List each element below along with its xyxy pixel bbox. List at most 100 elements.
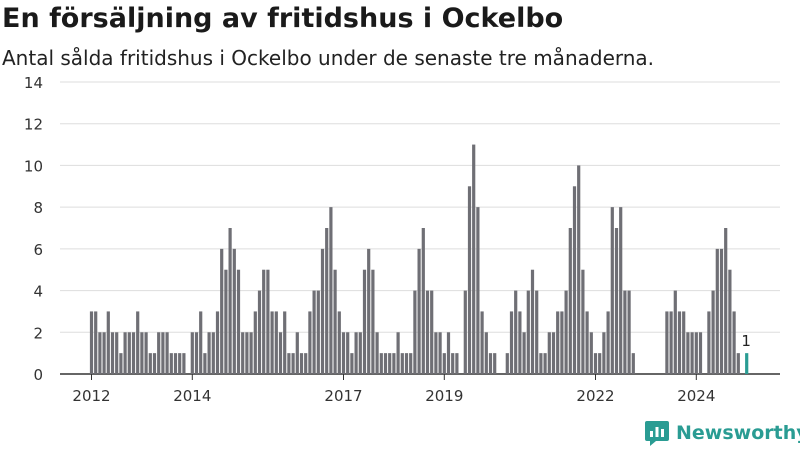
- bar: [539, 353, 543, 374]
- bar: [215, 311, 220, 374]
- bar: [136, 311, 140, 374]
- bar: [455, 353, 459, 374]
- bar: [551, 332, 556, 374]
- bar: [711, 290, 715, 374]
- bar: [669, 311, 673, 374]
- label-layer: 0 2 4 6 8 10 12 14 1 2012 2014 2017 2019 2022 2024: [24, 74, 751, 405]
- bar: [367, 248, 371, 374]
- bar: [362, 269, 367, 374]
- bar-layer: [89, 144, 749, 374]
- x-tick-label: 2014: [173, 387, 211, 405]
- bar: [610, 207, 614, 374]
- bar: [203, 353, 207, 374]
- bar: [476, 207, 480, 374]
- bar: [98, 332, 102, 374]
- bar: [736, 353, 740, 374]
- x-tick-label: 2022: [576, 387, 614, 405]
- bar: [287, 353, 291, 374]
- bar: [295, 332, 299, 374]
- bar: [535, 290, 539, 374]
- bar: [728, 269, 732, 374]
- bar: [94, 311, 98, 374]
- bar: [304, 353, 308, 374]
- bar: [543, 353, 547, 374]
- bar: [341, 332, 346, 374]
- bar: [102, 332, 106, 374]
- bar: [220, 248, 224, 374]
- bar: [190, 332, 194, 374]
- bar: [169, 353, 173, 374]
- bar: [123, 332, 127, 374]
- bar: [619, 207, 623, 374]
- bar: [430, 290, 434, 374]
- bar: [518, 311, 522, 374]
- bar: [560, 311, 564, 374]
- bar: [698, 332, 703, 374]
- x-tick-label: 2017: [324, 387, 362, 405]
- bar: [228, 228, 232, 374]
- bar: [732, 311, 736, 374]
- bar: [581, 269, 585, 374]
- bar: [602, 332, 606, 374]
- bar: [316, 290, 320, 374]
- bar: [199, 311, 203, 374]
- bar: [396, 332, 400, 374]
- bar: [333, 269, 337, 374]
- x-tick-label: 2024: [677, 387, 715, 405]
- bar: [152, 353, 157, 374]
- bar: [245, 332, 249, 374]
- bar: [325, 228, 329, 374]
- y-tick-label: 14: [24, 74, 43, 92]
- bar: [165, 332, 169, 374]
- bar: [442, 353, 446, 374]
- bar: [438, 332, 442, 374]
- y-tick-label: 0: [33, 366, 43, 384]
- bar: [329, 207, 333, 374]
- bar: [522, 332, 526, 374]
- bar: [715, 248, 719, 374]
- bar: [585, 311, 589, 374]
- bar: [488, 353, 493, 374]
- bar: [354, 332, 358, 374]
- newsworthy-logo[interactable]: Newsworthy: [644, 419, 800, 447]
- bar: [270, 311, 274, 374]
- y-tick-label: 2: [33, 324, 43, 342]
- bar: [115, 332, 119, 374]
- bar: [631, 353, 635, 374]
- bar: [350, 353, 354, 374]
- bar: [493, 353, 497, 374]
- bar: [262, 269, 266, 374]
- bar: [241, 332, 245, 374]
- bar: [379, 353, 383, 374]
- newsworthy-logo-icon: [645, 421, 669, 446]
- bar: [623, 290, 627, 374]
- bar: [312, 290, 316, 374]
- bar: [606, 311, 610, 374]
- bar: [232, 248, 236, 374]
- bar: [719, 248, 724, 374]
- bar: [119, 353, 123, 374]
- y-tick-label: 8: [33, 199, 43, 217]
- bar: [274, 311, 278, 374]
- bar: [194, 332, 199, 374]
- bar: [434, 332, 438, 374]
- bar: [614, 228, 619, 374]
- bar: [392, 353, 396, 374]
- bar: [627, 290, 631, 374]
- bar: [463, 290, 467, 374]
- brand-name: Newsworthy: [676, 422, 800, 444]
- bar: [388, 353, 392, 374]
- bar: [140, 332, 144, 374]
- chart-title: En försäljning av fritidshus i Ockelbo: [2, 3, 564, 34]
- bar: [178, 353, 182, 374]
- bar: [144, 332, 148, 374]
- bar: [564, 290, 568, 374]
- bar: [686, 332, 690, 374]
- y-tick-label: 12: [24, 116, 43, 134]
- bar: [425, 290, 430, 374]
- bar: [484, 332, 488, 374]
- bar: [253, 311, 257, 374]
- bar: [291, 353, 295, 374]
- bar: [211, 332, 215, 374]
